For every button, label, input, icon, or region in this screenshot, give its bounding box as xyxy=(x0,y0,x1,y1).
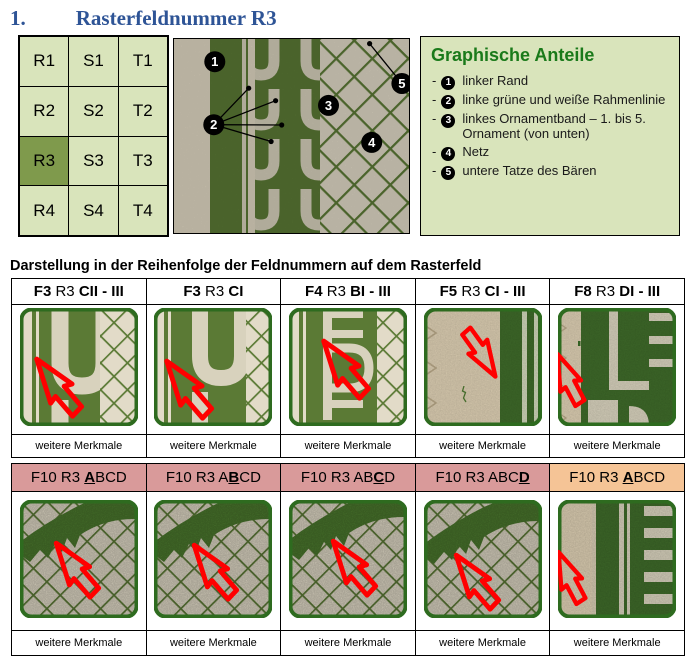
svg-text:2: 2 xyxy=(210,117,217,132)
svg-text:1: 1 xyxy=(211,54,218,69)
svg-text:5: 5 xyxy=(398,76,405,91)
svg-text:4: 4 xyxy=(368,135,376,150)
svg-text:3: 3 xyxy=(325,98,332,113)
